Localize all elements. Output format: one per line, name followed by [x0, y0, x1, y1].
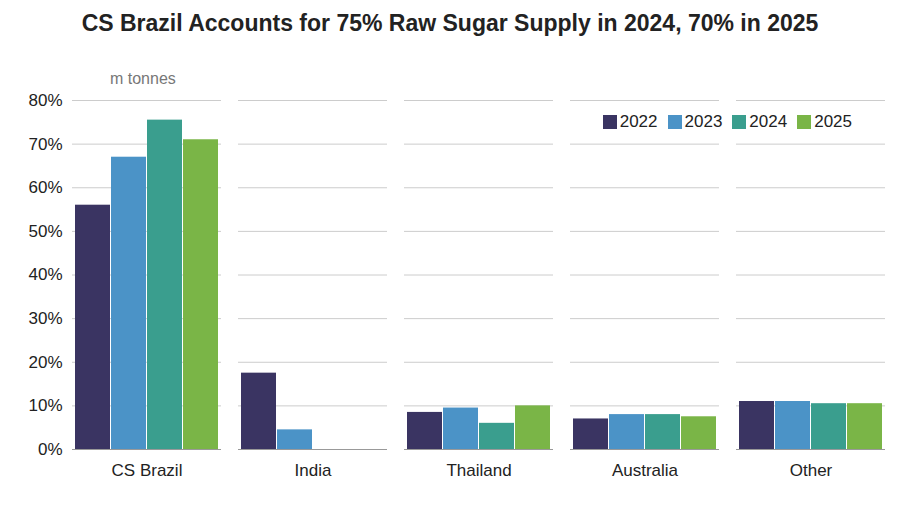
svg-text:60%: 60% [28, 178, 62, 197]
svg-text:Australia: Australia [612, 461, 679, 480]
html-text:2025: 2025 [814, 112, 852, 131]
html-text:2023: 2023 [684, 112, 723, 131]
svg-text:Other: Other [790, 461, 833, 480]
html-text:2024: 2024 [749, 112, 788, 131]
svg-text:50%: 50% [28, 222, 62, 241]
svg-text:0%: 0% [38, 440, 63, 459]
svg-text:20%: 20% [28, 353, 62, 372]
html-text:CS Brazil Accounts for 75% Raw: CS Brazil Accounts for 75% Raw Sugar Sup… [81, 10, 819, 36]
html-text:m tonnes: m tonnes [110, 70, 176, 87]
svg-text:30%: 30% [28, 309, 62, 328]
svg-text:Thailand: Thailand [446, 461, 511, 480]
svg-text:India: India [295, 461, 332, 480]
svg-text:70%: 70% [28, 135, 62, 154]
svg-text:80%: 80% [28, 91, 62, 110]
html-text:2022: 2022 [619, 112, 658, 131]
svg-text:CS Brazil: CS Brazil [112, 461, 183, 480]
svg-text:10%: 10% [28, 396, 62, 415]
svg-text:40%: 40% [28, 265, 62, 284]
